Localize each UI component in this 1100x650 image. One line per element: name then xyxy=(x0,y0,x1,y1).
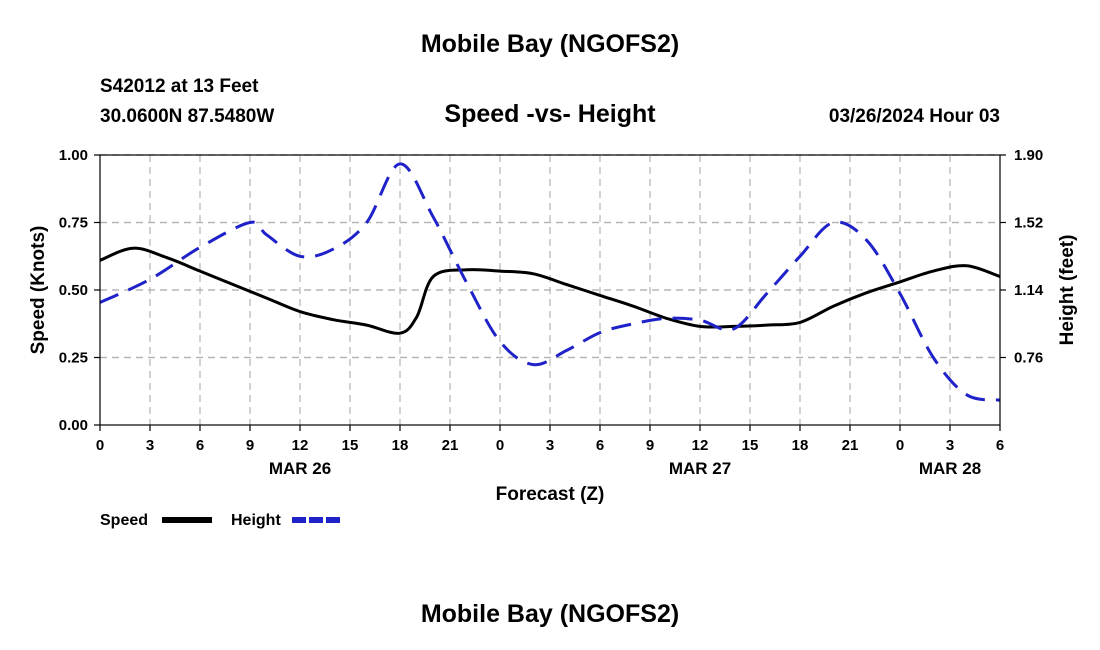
y-left-tick-label: 0.75 xyxy=(59,215,88,232)
x-tick-label: 3 xyxy=(946,437,954,454)
axis-labels: MAR 26 MAR 27 MAR 28 Forecast (Z) Speed (Kno… xyxy=(28,226,1078,505)
series-lines xyxy=(99,162,1001,402)
x-tick-label: 12 xyxy=(692,437,709,454)
x-tick-label: 9 xyxy=(646,437,654,454)
x-axis-title: Forecast (Z) xyxy=(496,484,605,505)
footer-title: Mobile Bay (NGOFS2) xyxy=(420,600,680,628)
y-left-tick-label: 0.00 xyxy=(59,417,88,434)
x-tick-label: 18 xyxy=(392,437,409,454)
speed-series-line xyxy=(99,246,1001,335)
legend-label-speed: Speed xyxy=(100,512,148,529)
x-tick-label: 9 xyxy=(246,437,254,454)
x-tick-label: 0 xyxy=(496,437,504,454)
height-series-line xyxy=(99,162,1001,402)
y-right-tick-label: 1.14 xyxy=(1014,282,1044,299)
x-tick-label: 6 xyxy=(196,437,204,454)
legend: Speed Height xyxy=(100,512,342,529)
page-title: Mobile Bay (NGOFS2) xyxy=(420,30,680,58)
y-right-tick-label: 1.52 xyxy=(1014,215,1043,232)
x-tick-label: 12 xyxy=(292,437,309,454)
grid xyxy=(100,154,1000,425)
x-tick-label: 3 xyxy=(546,437,554,454)
x-tick-label: 18 xyxy=(792,437,809,454)
plot-frame xyxy=(99,154,1001,426)
legend-label-height: Height xyxy=(231,512,281,529)
day-label: MAR 26 xyxy=(269,459,331,478)
x-tick-label: 0 xyxy=(96,437,104,454)
day-label: MAR 27 xyxy=(669,459,731,478)
x-tick-label: 15 xyxy=(342,437,359,454)
x-tick-label: 0 xyxy=(896,437,904,454)
day-label: MAR 28 xyxy=(919,459,981,478)
y-left-tick-label: 0.25 xyxy=(59,350,88,367)
x-tick-label: 3 xyxy=(146,437,154,454)
x-tick-label: 6 xyxy=(996,437,1004,454)
y-right-axis-title: Height (feet) xyxy=(1057,235,1078,346)
station-label: S42012 at 13 Feet xyxy=(100,76,259,97)
x-tick-label: 6 xyxy=(596,437,604,454)
chart: 0 3 6 9 12 15 18 21 0 3 6 9 12 15 18 21 0 3 6 0.00 0.25 0.50 0… xyxy=(28,147,1078,529)
y-left-tick-label: 0.50 xyxy=(59,282,88,299)
y-left-tick-label: 1.00 xyxy=(59,147,88,164)
chart-subtitle: Speed -vs- Height xyxy=(444,100,656,128)
coordinates-label: 30.0600N 87.5480W xyxy=(100,106,275,127)
x-tick-label: 21 xyxy=(842,437,859,454)
y-right-tick-label: 1.90 xyxy=(1014,147,1043,164)
y-right-tick-label: 0.76 xyxy=(1014,350,1043,367)
x-tick-label: 21 xyxy=(442,437,459,454)
x-tick-label: 15 xyxy=(742,437,759,454)
forecast-datetime: 03/26/2024 Hour 03 xyxy=(828,106,1000,127)
y-left-axis-title: Speed (Knots) xyxy=(28,226,49,355)
axis-ticks: 0 3 6 9 12 15 18 21 0 3 6 9 12 15 18 21 0 3 6 0.00 0.25 0.50 0… xyxy=(59,147,1044,454)
